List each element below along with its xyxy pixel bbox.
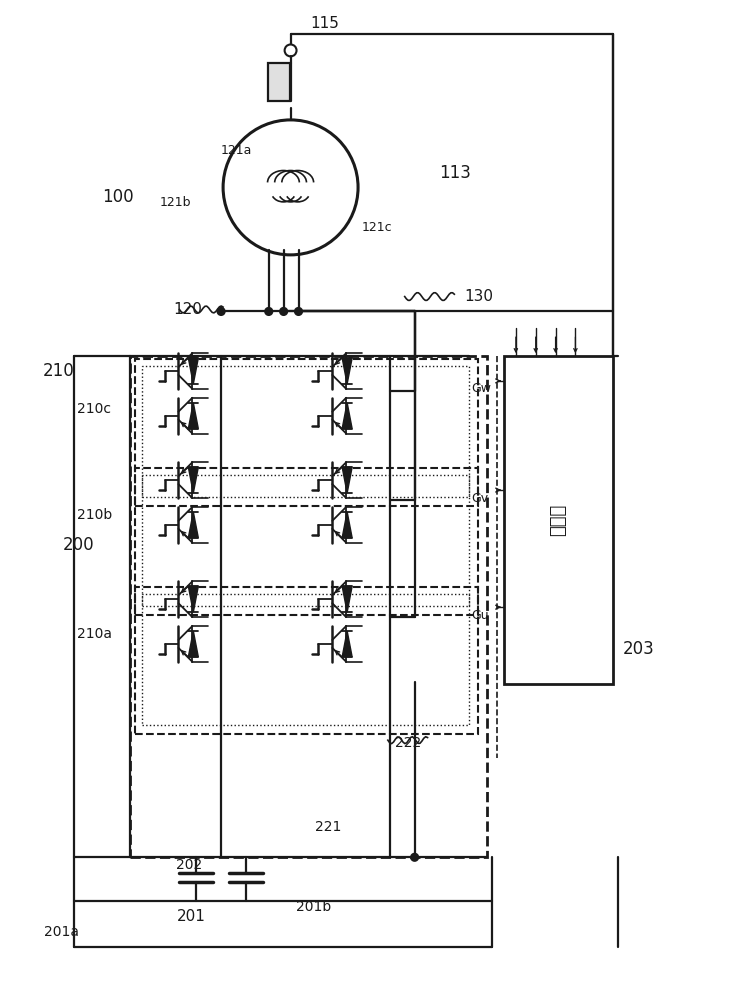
Polygon shape — [342, 403, 352, 429]
Bar — [268, 63, 290, 101]
Text: 222: 222 — [395, 736, 421, 750]
Bar — [141, 594, 469, 725]
Text: 210c: 210c — [77, 402, 111, 416]
Polygon shape — [188, 467, 199, 493]
Text: 201: 201 — [177, 909, 205, 924]
Polygon shape — [188, 403, 199, 429]
Text: 113: 113 — [440, 164, 471, 182]
Text: 201a: 201a — [45, 925, 79, 939]
Polygon shape — [188, 631, 199, 657]
Text: 130: 130 — [464, 289, 493, 304]
Polygon shape — [342, 467, 352, 493]
Bar — [135, 468, 478, 615]
Polygon shape — [342, 358, 352, 384]
Text: 120: 120 — [174, 302, 202, 317]
Text: 203: 203 — [623, 640, 655, 658]
Text: Gu: Gu — [471, 609, 489, 622]
Text: 115: 115 — [311, 16, 339, 31]
Text: 210: 210 — [43, 362, 74, 380]
Text: Gv: Gv — [471, 492, 488, 505]
Text: 100: 100 — [102, 188, 133, 206]
Polygon shape — [342, 631, 352, 657]
Circle shape — [295, 308, 302, 315]
Text: 控制器: 控制器 — [550, 504, 567, 536]
Circle shape — [218, 308, 224, 315]
Circle shape — [265, 308, 272, 315]
Polygon shape — [342, 512, 352, 538]
Bar — [135, 587, 478, 734]
Text: 121a: 121a — [221, 144, 252, 157]
Bar — [141, 366, 469, 497]
Bar — [130, 356, 487, 857]
Text: 201b: 201b — [295, 900, 331, 914]
Polygon shape — [188, 358, 199, 384]
Bar — [141, 475, 469, 606]
Text: 200: 200 — [62, 536, 94, 554]
Bar — [135, 359, 478, 506]
Text: 210b: 210b — [77, 508, 112, 522]
Text: Gw: Gw — [471, 382, 491, 395]
Polygon shape — [188, 586, 199, 612]
Polygon shape — [342, 586, 352, 612]
Circle shape — [411, 854, 418, 861]
Polygon shape — [188, 512, 199, 538]
Text: 121b: 121b — [160, 196, 191, 209]
Text: 202: 202 — [177, 858, 203, 872]
Text: 121c: 121c — [362, 221, 393, 234]
Bar — [504, 356, 613, 684]
Text: 210a: 210a — [77, 627, 112, 641]
Circle shape — [280, 308, 287, 315]
Text: 221: 221 — [315, 820, 342, 834]
